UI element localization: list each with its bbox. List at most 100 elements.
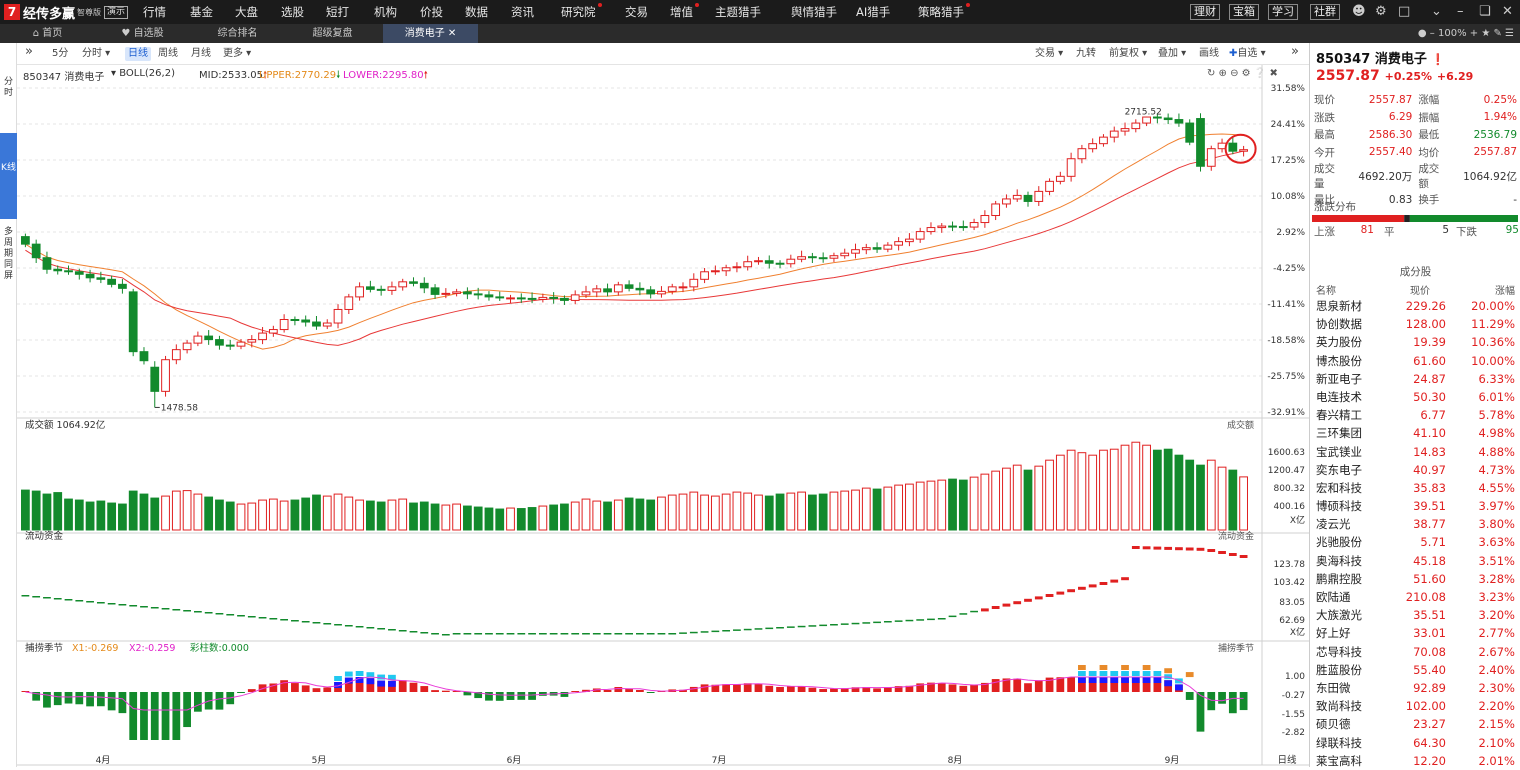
volume-bar[interactable] [710, 495, 720, 531]
candle[interactable] [258, 332, 267, 341]
volume-bar[interactable] [667, 494, 677, 531]
overlay-menu[interactable]: 叠加 ▾ [1158, 48, 1187, 59]
volume-bar[interactable] [872, 488, 882, 531]
volume-bar[interactable] [1034, 465, 1044, 531]
volume-bar[interactable] [182, 490, 192, 531]
candle[interactable] [1120, 128, 1130, 132]
constituent-row[interactable]: 英力股份 19.39 10.36% [1310, 333, 1520, 351]
candle[interactable] [301, 319, 311, 323]
volume-bar[interactable] [85, 501, 95, 531]
user-icon[interactable]: ☻ [1352, 4, 1366, 19]
candle[interactable] [851, 249, 860, 254]
candle[interactable] [247, 339, 257, 343]
candle[interactable] [215, 339, 224, 346]
constituent-row[interactable]: 电连技术 50.30 6.01% [1310, 388, 1520, 406]
minimize-icon[interactable]: – [1457, 4, 1464, 19]
candle[interactable] [818, 257, 828, 260]
candle[interactable] [74, 271, 84, 275]
candle[interactable] [581, 291, 591, 296]
volume-bar[interactable] [355, 499, 364, 531]
volume-bar[interactable] [1206, 459, 1216, 531]
candle[interactable] [452, 291, 461, 294]
candle[interactable] [624, 284, 634, 289]
candle[interactable] [872, 247, 882, 250]
constituent-row[interactable]: 凌云光 38.77 3.80% [1310, 515, 1520, 533]
constituent-row[interactable]: 奥海科技 45.18 3.51% [1310, 552, 1520, 570]
candle[interactable] [549, 296, 559, 299]
candle[interactable] [538, 296, 548, 300]
menu-item[interactable]: 资讯 [511, 5, 534, 19]
candle[interactable] [150, 366, 160, 392]
volume-bar[interactable] [1066, 449, 1076, 531]
volume-bar[interactable] [290, 499, 300, 531]
candle[interactable] [980, 215, 990, 224]
volume-bar[interactable] [365, 500, 375, 531]
volume-bar[interactable] [376, 501, 386, 531]
constituent-row[interactable]: 博杰股份 61.60 10.00% [1310, 352, 1520, 370]
volume-bar[interactable] [506, 507, 515, 531]
top-button[interactable]: 理财 [1190, 4, 1220, 20]
volume-bar[interactable] [236, 503, 246, 531]
candle[interactable] [1066, 158, 1076, 177]
candle[interactable] [419, 282, 429, 289]
menu-item[interactable]: 数据 [465, 5, 488, 19]
constituent-row[interactable]: 奕东电子 40.97 4.73% [1310, 461, 1520, 479]
volume-bar[interactable] [808, 494, 817, 531]
candle[interactable] [1088, 143, 1098, 150]
candle[interactable] [754, 260, 763, 263]
constituent-row[interactable]: 博硕科技 39.51 3.97% [1310, 497, 1520, 515]
volume-bar[interactable] [646, 499, 656, 531]
volume-bar[interactable] [1228, 469, 1238, 531]
candle[interactable] [64, 270, 73, 273]
menu-item[interactable]: 策略猎手 [918, 0, 970, 24]
volume-bar[interactable] [764, 495, 774, 531]
candle[interactable] [1002, 198, 1011, 205]
candle[interactable] [1163, 117, 1173, 121]
candle[interactable] [1077, 148, 1087, 160]
constituent-row[interactable]: 春兴精工 6.77 5.78% [1310, 406, 1520, 424]
volume-bar[interactable] [1002, 467, 1011, 531]
volume-bar[interactable] [570, 501, 580, 531]
volume-bar[interactable] [851, 489, 860, 531]
constituent-row[interactable]: 芯导科技 70.08 2.67% [1310, 643, 1520, 661]
constituent-row[interactable]: 大族激光 35.51 3.20% [1310, 606, 1520, 624]
volume-bar[interactable] [926, 480, 936, 531]
candle[interactable] [387, 286, 397, 291]
candle[interactable] [1142, 116, 1151, 124]
menu-item[interactable]: 价投 [420, 5, 443, 19]
candle[interactable] [915, 231, 925, 240]
rail-multi-period[interactable]: 多周期同屏 [3, 227, 13, 281]
volume-bar[interactable] [419, 501, 429, 531]
candle[interactable] [516, 297, 526, 300]
candle[interactable] [128, 291, 138, 353]
volume-bar[interactable] [969, 476, 979, 531]
candle[interactable] [182, 342, 192, 351]
volume-bar[interactable] [322, 495, 332, 531]
tab-item[interactable]: ⌂ 首页 [32, 28, 63, 39]
candle[interactable] [107, 278, 117, 285]
volume-bar[interactable] [1174, 454, 1184, 531]
candle[interactable] [829, 255, 839, 259]
volume-bar[interactable] [301, 497, 311, 531]
volume-bar[interactable] [161, 495, 170, 531]
candle[interactable] [85, 273, 95, 279]
candle[interactable] [484, 294, 494, 298]
volume-bar[interactable] [538, 505, 548, 531]
candle[interactable] [991, 203, 1001, 217]
volume-bar[interactable] [991, 470, 1001, 531]
volume-bar[interactable] [786, 492, 796, 531]
volume-bar[interactable] [818, 493, 828, 531]
volume-bar[interactable] [980, 473, 990, 531]
volume-bar[interactable] [64, 498, 73, 531]
candle[interactable] [926, 227, 936, 233]
top-button[interactable]: 宝箱 [1229, 4, 1259, 20]
rail-intraday[interactable]: 分时 [3, 77, 13, 98]
volume-bar[interactable] [312, 494, 321, 531]
chart-controls[interactable]: ↻ ⊕ ⊖ ⚙ ❔ ✖ [1207, 68, 1278, 79]
restore-icon[interactable]: ❏ [1479, 4, 1491, 19]
volume-bar[interactable] [128, 490, 138, 531]
volume-bar[interactable] [948, 478, 957, 531]
constituent-row[interactable]: 新亚电子 24.87 6.33% [1310, 370, 1520, 388]
constituent-row[interactable]: 宝武镁业 14.83 4.88% [1310, 443, 1520, 461]
volume-bar[interactable] [247, 502, 257, 531]
